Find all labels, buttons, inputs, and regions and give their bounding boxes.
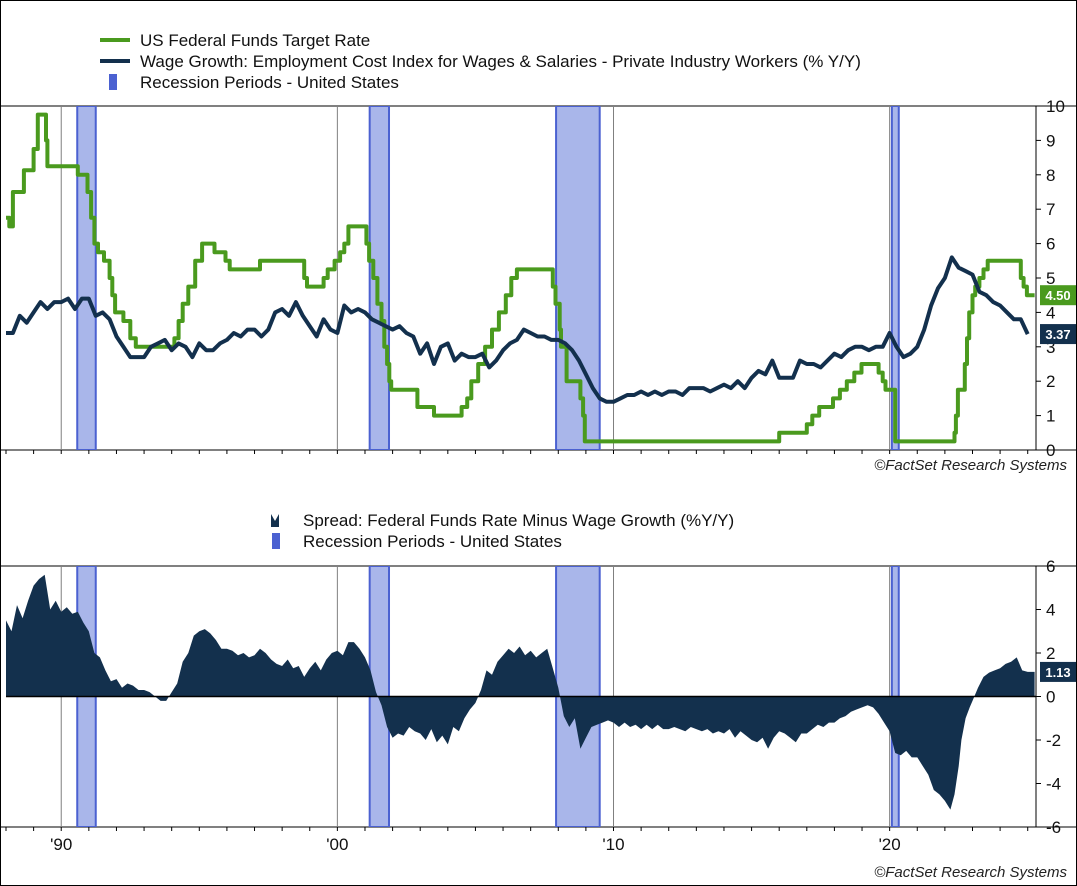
badge-wage-bg (1040, 324, 1076, 345)
legend-swatch-recession (272, 533, 280, 549)
y-tick-label: 9 (1046, 131, 1055, 150)
y-tick-label: 10 (1046, 97, 1065, 116)
y-tick-label: -6 (1046, 818, 1061, 837)
badge-fed: 4.50 (1040, 285, 1076, 306)
badge-fed-bg (1040, 285, 1076, 306)
y-tick-label: 7 (1046, 200, 1055, 219)
legend-label: Wage Growth: Employment Cost Index for W… (140, 52, 861, 71)
y-tick-label: 1 (1046, 407, 1055, 426)
recession-band (890, 106, 900, 450)
series-area-spread (6, 574, 1035, 810)
y-tick-label: 0 (1046, 441, 1055, 460)
legend-label: Recession Periods - United States (140, 73, 399, 92)
x-tick-label: '10 (602, 835, 624, 854)
recession-band (555, 106, 601, 450)
bottom-legend: Spread: Federal Funds Rate Minus Wage Gr… (271, 511, 734, 551)
y-tick-label: 6 (1046, 235, 1055, 254)
badge-fed-label: 4.50 (1045, 288, 1070, 303)
top-legend: US Federal Funds Target Rate Wage Growth:… (100, 31, 861, 92)
badge-spread: 1.13 (1040, 661, 1076, 682)
y-tick-label: 4 (1046, 303, 1055, 322)
badge-wage: 3.37 (1040, 324, 1076, 345)
legend-label: Recession Periods - United States (303, 532, 562, 551)
y-tick-label: 3 (1046, 338, 1055, 357)
series-line-wage-growth (6, 255, 1030, 404)
credit-bottom: ©FactSet Research Systems (874, 864, 1067, 881)
y-tick-label: -4 (1046, 775, 1061, 794)
x-tick-label: '90 (50, 835, 72, 854)
x-tick-label: '20 (879, 835, 901, 854)
recession-band (76, 106, 97, 450)
y-tick-label: 2 (1046, 372, 1055, 391)
legend-label: US Federal Funds Target Rate (140, 31, 370, 50)
badge-spread-bg (1040, 661, 1076, 682)
y-tick-label: 4 (1046, 601, 1055, 620)
badge-spread-label: 1.13 (1045, 665, 1070, 680)
top-panel: 0 1 2 3 4 5 6 7 8 9 10 4.50 3.37 (0, 97, 1077, 460)
x-tick-label: '00 (326, 835, 348, 854)
y-tick-label: 2 (1046, 644, 1055, 663)
series-line-fed-funds (6, 112, 1035, 444)
badge-wage-label: 3.37 (1045, 327, 1070, 342)
y-tick-label: 5 (1046, 269, 1055, 288)
y-tick-label: -2 (1046, 731, 1061, 750)
y-tick-label: 0 (1046, 688, 1055, 707)
legend-label: Spread: Federal Funds Rate Minus Wage Gr… (303, 511, 734, 530)
legend-swatch-recession (109, 74, 117, 90)
legend-swatch-area (271, 514, 279, 527)
credit-top: ©FactSet Research Systems (874, 457, 1067, 474)
y-tick-label: 8 (1046, 166, 1055, 185)
y-tick-label: 6 (1046, 557, 1055, 576)
x-axis-labels: '90 '00 '10 '20 (50, 835, 901, 854)
bottom-panel: -6 -4 -2 0 2 4 6 1.13 (0, 557, 1077, 837)
